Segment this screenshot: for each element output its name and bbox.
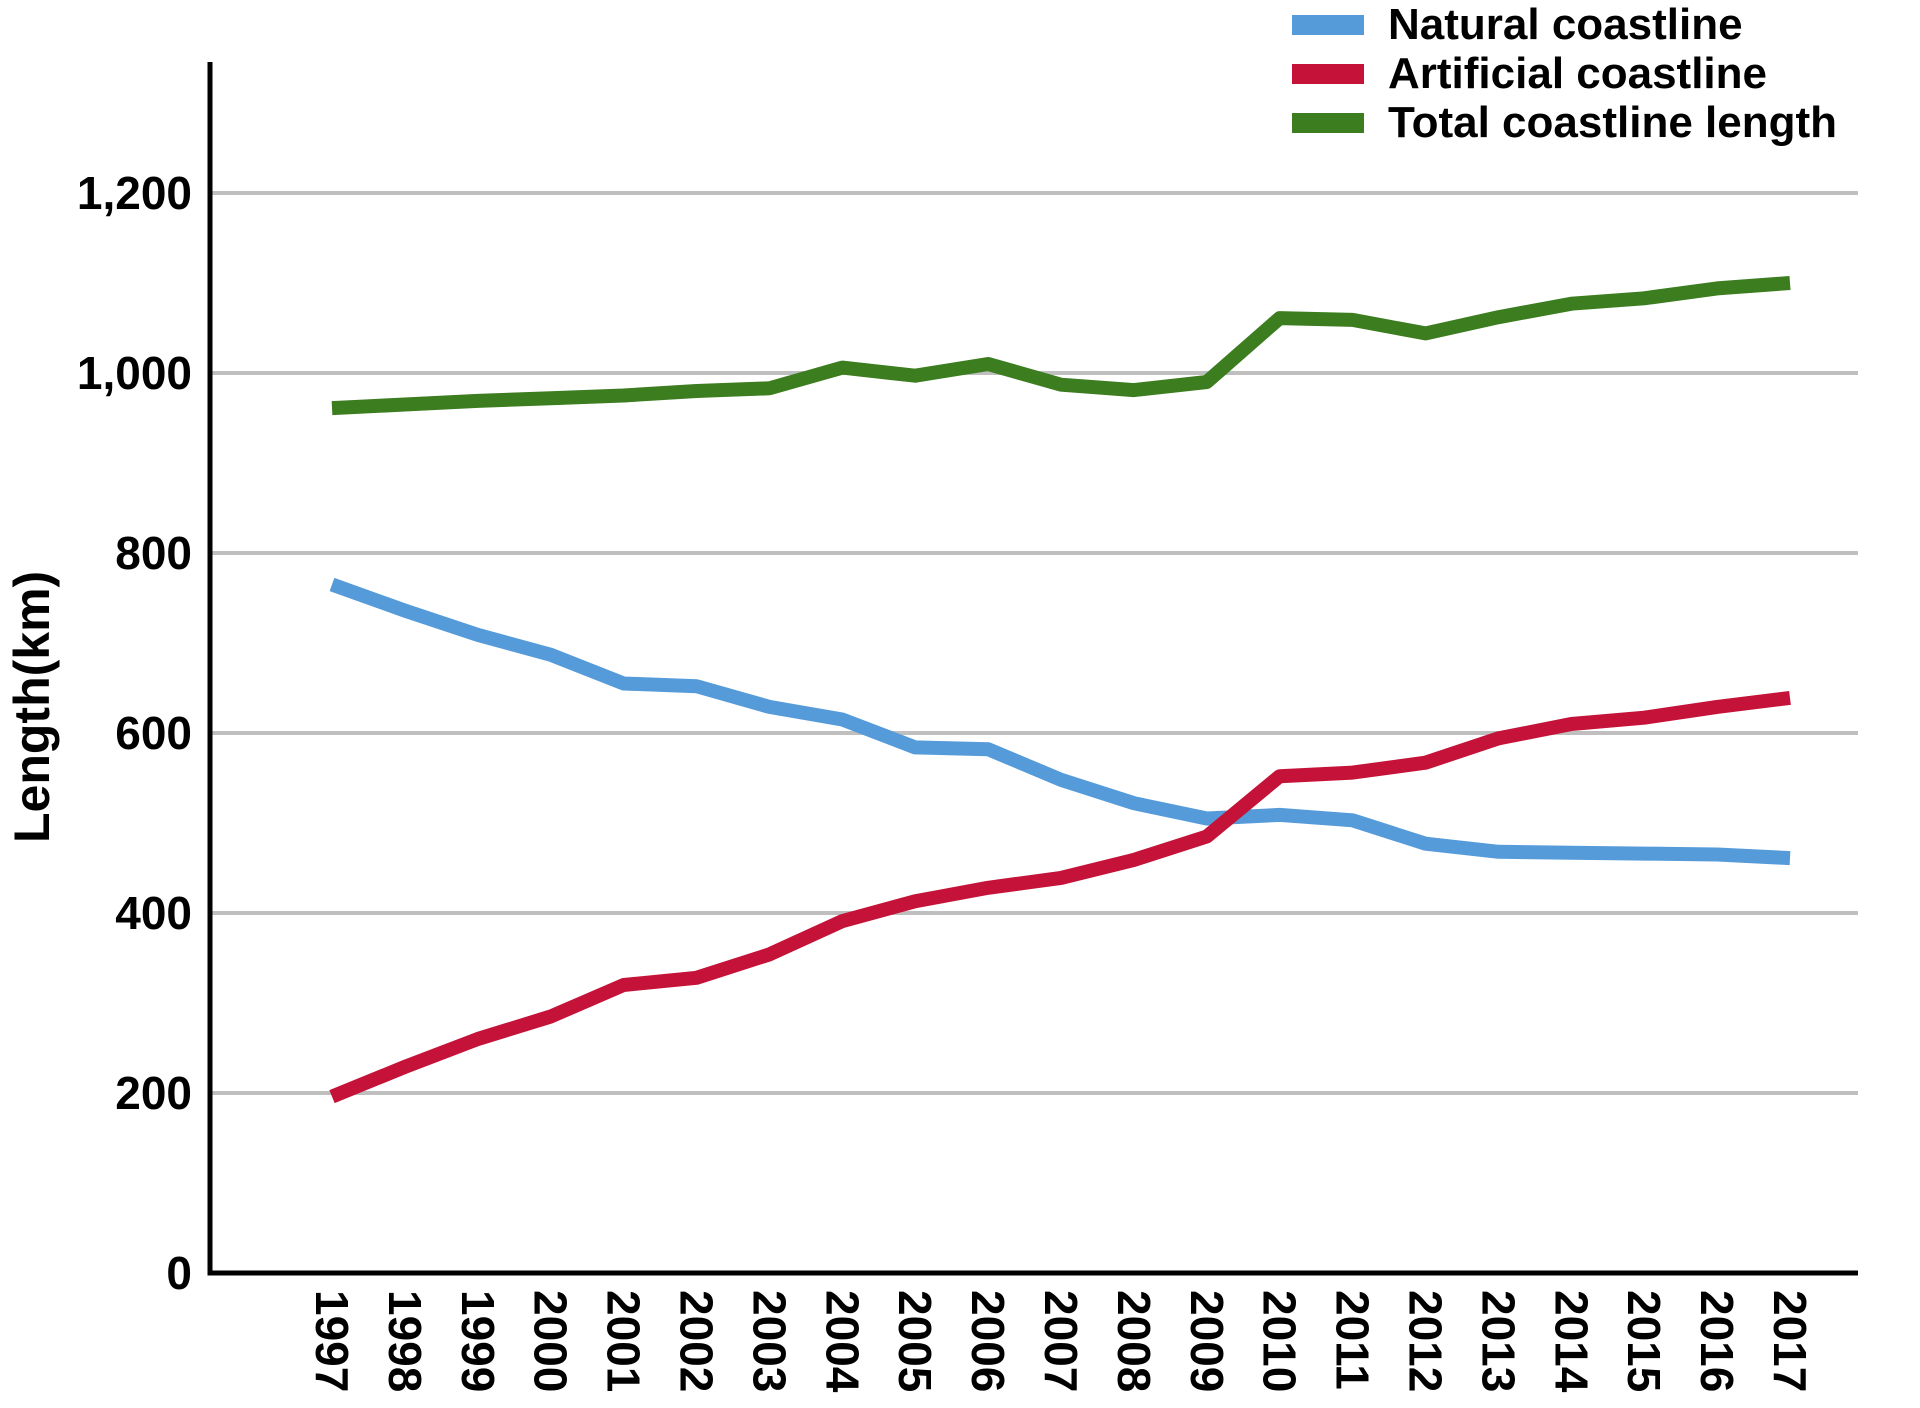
legend-label: Natural coastline [1388,0,1743,49]
legend-swatch-natural [1292,14,1364,35]
y-tick-label: 400 [115,887,192,939]
x-tick-label: 1999 [451,1290,504,1393]
series-line-total-coastline-length [331,276,1791,416]
x-tick-label: 2016 [1691,1290,1744,1393]
y-tick-label: 1,000 [76,347,192,399]
x-tick-label: 2011 [1326,1290,1379,1390]
y-tick-label: 0 [166,1247,192,1299]
x-tick-label: 2012 [1399,1290,1452,1393]
y-tick-label: 200 [115,1067,192,1119]
legend-item-total: Total coastline length [1292,98,1837,147]
x-tick-label: 2015 [1618,1290,1671,1393]
x-tick-label: 1998 [378,1290,431,1393]
x-tick-label: 2006 [962,1290,1015,1393]
series-line-natural-coastline [329,577,1791,866]
y-tick-label: 800 [115,527,192,579]
x-tick-label: 2004 [816,1290,869,1393]
x-tick-label: 2001 [597,1290,650,1393]
legend-item-natural: Natural coastline [1292,0,1837,49]
x-tick-label: 2003 [743,1290,796,1393]
x-tick-label: 2010 [1253,1290,1306,1393]
legend-swatch-artificial [1292,63,1364,84]
x-tick-label: 2000 [524,1290,577,1393]
x-tick-label: 2002 [670,1290,723,1393]
x-tick-label: 2007 [1035,1290,1087,1393]
x-tick-label: 2009 [1180,1290,1233,1393]
y-tick-label: 600 [115,707,192,759]
legend-label: Total coastline length [1388,97,1838,147]
x-tick-label: 1997 [306,1290,358,1393]
legend-item-artificial: Artificial coastline [1292,49,1837,98]
x-tick-label: 2014 [1545,1290,1598,1393]
x-tick-label: 2017 [1764,1290,1816,1393]
x-tick-label: 2008 [1107,1290,1160,1393]
x-tick-label: 2013 [1472,1290,1525,1393]
legend-swatch-total [1292,112,1364,133]
y-tick-label: 1,200 [76,167,192,219]
legend: Natural coastline Artificial coastline T… [1292,0,1837,147]
x-tick-label: 2005 [889,1290,942,1393]
series-line-artificial-coastline [329,690,1791,1104]
legend-label: Artificial coastline [1388,48,1768,98]
